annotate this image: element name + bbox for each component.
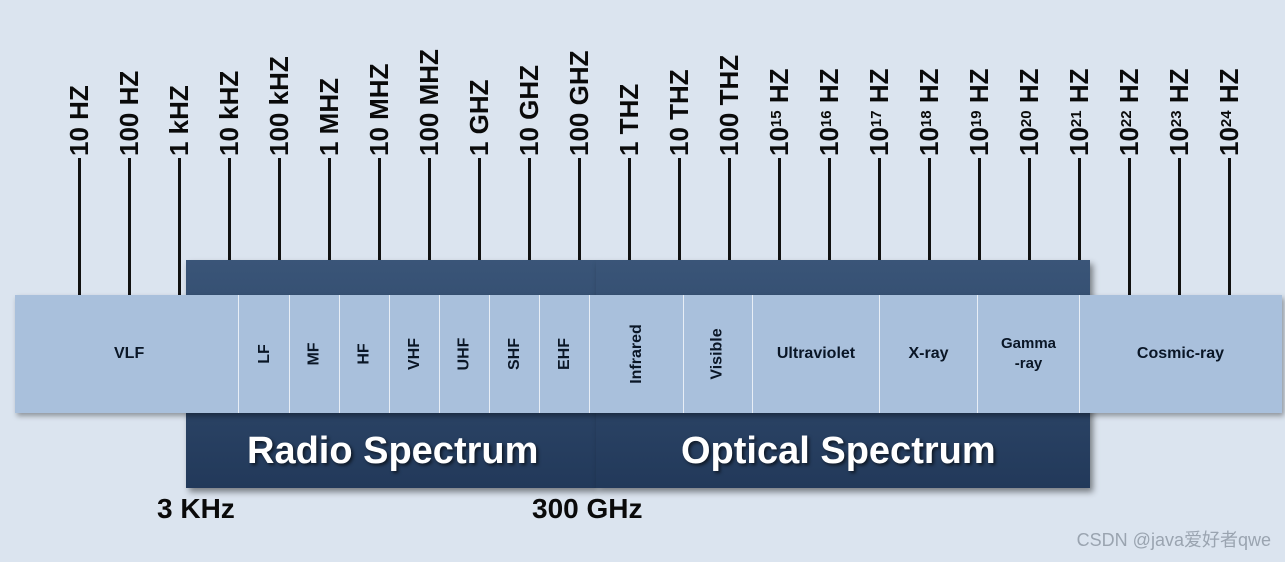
tick-label: 1015 HZ	[764, 68, 794, 157]
boundary-300ghz-label: 300 GHz	[532, 493, 643, 524]
band-ultraviolet: Ultraviolet	[753, 295, 880, 413]
tick-label: 100 THZ	[714, 54, 744, 156]
tick-line	[978, 158, 981, 260]
band-vhf: VHF	[390, 295, 440, 413]
tick-line	[178, 158, 181, 295]
tick-line	[228, 158, 231, 260]
tick-label: 100 kHZ	[264, 56, 294, 156]
band-x-ray: X-ray	[880, 295, 978, 413]
tick-line	[578, 158, 581, 260]
band-bar: VLF LF MF HF VHF UHF SHF EHF Infrared Visible Ultr…	[15, 295, 1282, 413]
tick-line	[328, 158, 331, 260]
watermark: CSDN @java爱好者qwe	[1076, 530, 1271, 550]
boundary-3khz-label: 3 KHz	[157, 493, 235, 524]
optical-spectrum-title: Optical Spectrum	[681, 430, 996, 472]
band-hf: HF	[340, 295, 390, 413]
band-cosmic-ray: Cosmic-ray	[1136, 345, 1225, 362]
tick-line	[778, 158, 781, 260]
tick-label: 1 GHZ	[464, 79, 494, 156]
tick-label: 10 kHZ	[214, 70, 244, 156]
tick-line	[278, 158, 281, 260]
band-mf: MF	[290, 295, 340, 413]
band-shf: SHF	[490, 295, 540, 413]
tick-line	[1228, 158, 1231, 295]
band-lf: LF	[240, 295, 290, 413]
tick-line	[128, 158, 131, 295]
tick-line	[378, 158, 381, 260]
tick-line	[1178, 158, 1181, 295]
tick-label: 1 THZ	[614, 83, 644, 156]
tick-label: 1 kHZ	[164, 85, 194, 156]
tick-line	[1078, 158, 1081, 260]
tick-line	[528, 158, 531, 260]
tick-label: 1018 HZ	[914, 68, 944, 157]
band-gamma-ray: Gamma -ray	[978, 295, 1080, 413]
tick-line	[428, 158, 431, 260]
tick-line	[628, 158, 631, 260]
tick-label: 10 MHZ	[364, 63, 394, 156]
tick-label: 1022 HZ	[1114, 68, 1144, 157]
tick-line	[878, 158, 881, 260]
tick-label: 10 HZ	[64, 85, 94, 156]
tick-label: 100 GHZ	[564, 50, 594, 157]
tick-label: 1017 HZ	[864, 68, 894, 157]
tick-label: 10 GHZ	[514, 64, 544, 156]
tick-label: 100 HZ	[114, 70, 144, 156]
tick-label: 1016 HZ	[814, 68, 844, 157]
tick-line	[78, 158, 81, 295]
tick-label: 100 MHZ	[414, 49, 444, 156]
tick-line	[1028, 158, 1031, 260]
tick-label: 10 THZ	[664, 69, 694, 156]
tick-label: 1019 HZ	[964, 68, 994, 157]
tick-line	[928, 158, 931, 260]
tick-label: 1023 HZ	[1164, 68, 1194, 157]
tick-line	[478, 158, 481, 260]
band-uhf: UHF	[440, 295, 490, 413]
band-infrared: Infrared	[590, 295, 684, 413]
band-vlf: VLF	[15, 295, 239, 413]
tick-line	[678, 158, 681, 260]
tick-label: 1020 HZ	[1014, 68, 1044, 157]
tick-line	[728, 158, 731, 260]
tick-line	[1128, 158, 1131, 295]
radio-spectrum-title: Radio Spectrum	[247, 430, 539, 472]
tick-label: 1 MHZ	[314, 78, 344, 156]
band-visible: Visible	[684, 295, 753, 413]
tick-label: 1021 HZ	[1064, 68, 1094, 157]
tick-line	[828, 158, 831, 260]
tick-label: 1024 HZ	[1214, 68, 1244, 157]
band-ehf: EHF	[540, 295, 590, 413]
